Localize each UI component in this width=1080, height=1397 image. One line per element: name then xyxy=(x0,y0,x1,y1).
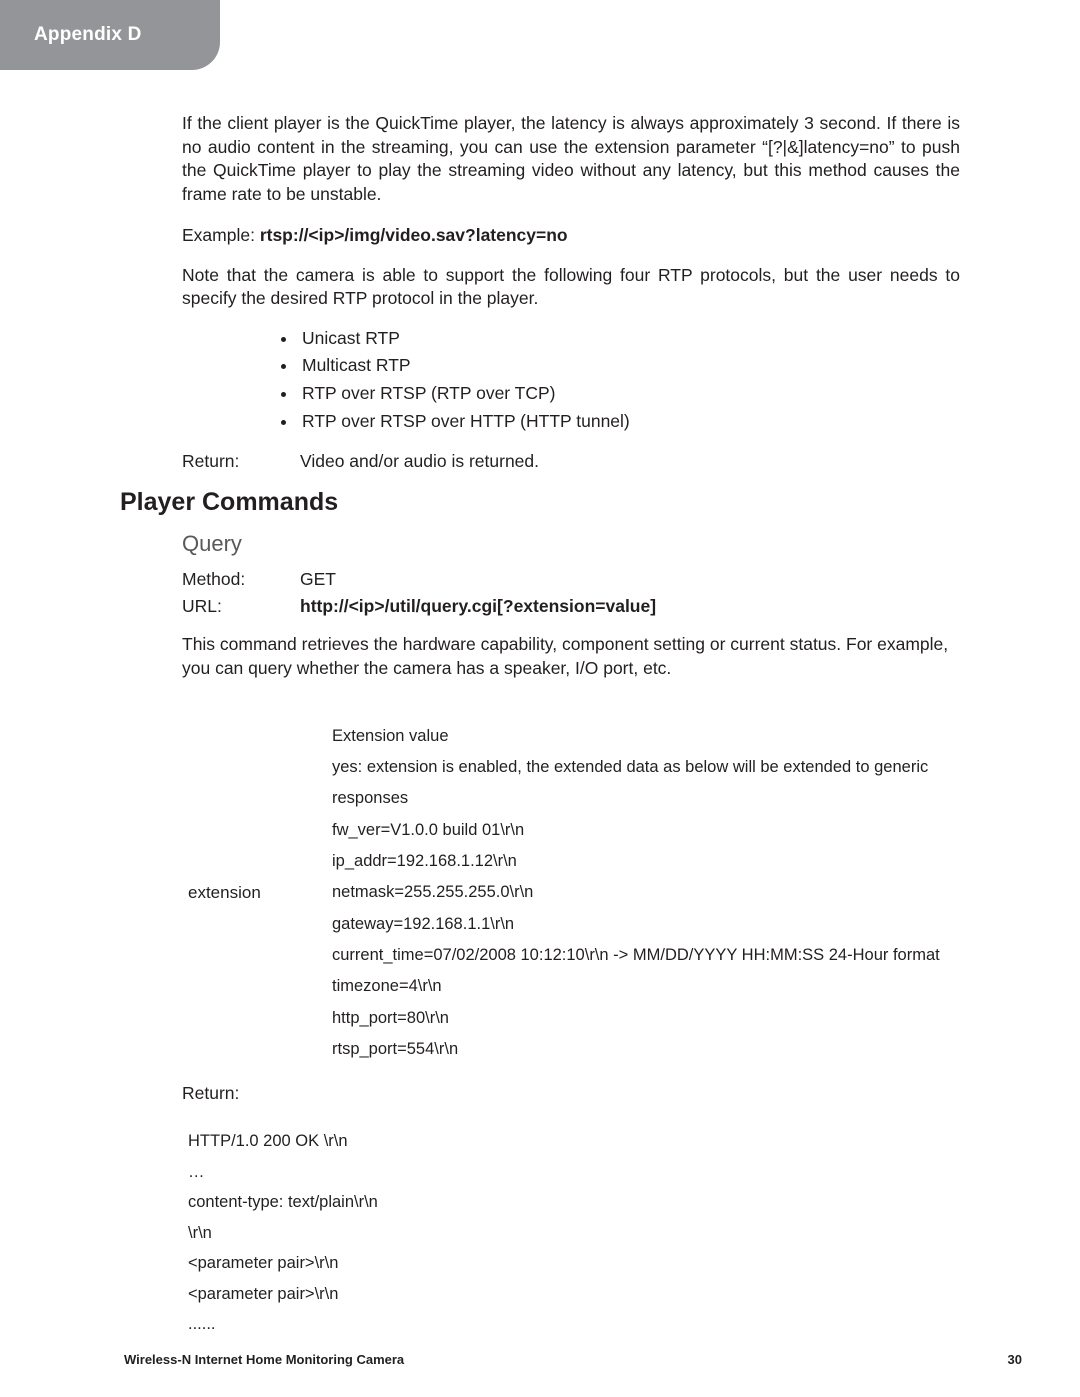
ext-line: ip_addr=192.168.1.12\r\n xyxy=(332,846,960,877)
page: Appendix D If the client player is the Q… xyxy=(0,0,1080,1397)
appendix-tab: Appendix D xyxy=(0,0,220,70)
ret-line: … xyxy=(182,1157,960,1188)
paragraph-latency: If the client player is the QuickTime pl… xyxy=(182,112,960,207)
example-label: Example: xyxy=(182,225,260,245)
url-label: URL: xyxy=(182,596,300,617)
extension-label: extension xyxy=(182,721,332,1066)
return-value: Video and/or audio is returned. xyxy=(300,451,960,472)
ext-line: rtsp_port=554\r\n xyxy=(332,1034,960,1065)
ext-line: yes: extension is enabled, the extended … xyxy=(332,752,960,815)
url-value: http://<ip>/util/query.cgi[?extension=va… xyxy=(300,596,960,617)
ext-line: fw_ver=V1.0.0 build 01\r\n xyxy=(332,815,960,846)
ret-line: <parameter pair>\r\n xyxy=(182,1279,960,1310)
return-label: Return: xyxy=(182,451,300,472)
player-commands-heading: Player Commands xyxy=(120,488,960,517)
ret-line: \r\n xyxy=(182,1218,960,1249)
ret-line: content-type: text/plain\r\n xyxy=(182,1187,960,1218)
example-url: rtsp://<ip>/img/video.sav?latency=no xyxy=(260,225,568,245)
footer-title: Wireless-N Internet Home Monitoring Came… xyxy=(124,1352,404,1367)
paragraph-query-desc: This command retrieves the hardware capa… xyxy=(182,633,960,680)
ret-line: <parameter pair>\r\n xyxy=(182,1248,960,1279)
ext-line: current_time=07/02/2008 10:12:10\r\n -> … xyxy=(332,940,960,971)
content: If the client player is the QuickTime pl… xyxy=(182,112,960,1340)
ext-line: Extension value xyxy=(332,721,960,752)
return-row: Return: Video and/or audio is returned. xyxy=(182,451,960,472)
paragraph-protocols: Note that the camera is able to support … xyxy=(182,264,960,311)
method-value: GET xyxy=(300,569,960,590)
list-item: RTP over RTSP over HTTP (HTTP tunnel) xyxy=(298,408,960,436)
list-item: Multicast RTP xyxy=(298,352,960,380)
list-item: RTP over RTSP (RTP over TCP) xyxy=(298,380,960,408)
ret-line: HTTP/1.0 200 OK \r\n xyxy=(182,1126,960,1157)
rtp-protocol-list: Unicast RTP Multicast RTP RTP over RTSP … xyxy=(182,325,960,436)
method-label: Method: xyxy=(182,569,300,590)
ext-line: http_port=80\r\n xyxy=(332,1003,960,1034)
ext-line: netmask=255.255.255.0\r\n xyxy=(332,877,960,908)
example-line: Example: rtsp://<ip>/img/video.sav?laten… xyxy=(182,225,960,246)
extension-table: extension Extension value yes: extension… xyxy=(182,721,960,1066)
footer: Wireless-N Internet Home Monitoring Came… xyxy=(124,1352,1022,1367)
ret-line: ...... xyxy=(182,1309,960,1340)
query-heading: Query xyxy=(182,531,960,557)
return2-label: Return: xyxy=(182,1083,960,1104)
ext-line: timezone=4\r\n xyxy=(332,971,960,1002)
url-row: URL: http://<ip>/util/query.cgi[?extensi… xyxy=(182,596,960,617)
list-item: Unicast RTP xyxy=(298,325,960,353)
method-row: Method: GET xyxy=(182,569,960,590)
return-block: HTTP/1.0 200 OK \r\n … content-type: tex… xyxy=(182,1126,960,1340)
ext-line: gateway=192.168.1.1\r\n xyxy=(332,909,960,940)
page-number: 30 xyxy=(1008,1352,1022,1367)
extension-values: Extension value yes: extension is enable… xyxy=(332,721,960,1066)
